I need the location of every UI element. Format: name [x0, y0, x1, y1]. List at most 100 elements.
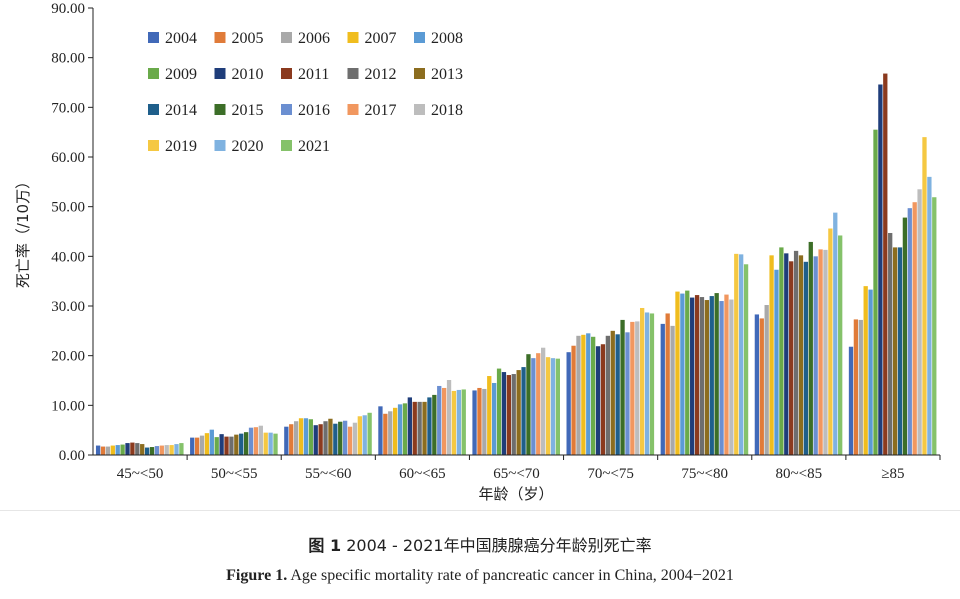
bar-2005-7 — [759, 318, 764, 455]
bar-2011-2 — [318, 424, 323, 455]
bar-2018-1 — [258, 425, 263, 455]
bar-2021-5 — [649, 313, 655, 455]
caption-en-text: Age specific mortality rate of pancreati… — [290, 567, 734, 584]
bar-2019-6 — [734, 253, 739, 455]
bar-2019-2 — [357, 416, 362, 455]
bar-2021-3 — [461, 389, 466, 455]
legend-swatch-2010 — [214, 68, 226, 79]
bar-2010-6 — [690, 297, 695, 455]
bar-2014-2 — [333, 423, 338, 455]
bar-2009-0 — [120, 444, 125, 455]
legend-label-2017: 2017 — [365, 102, 397, 119]
bar-2020-1 — [268, 432, 273, 455]
bar-2015-3 — [432, 394, 437, 455]
caption-cn-label: 图 1 — [308, 536, 342, 555]
legend-swatch-2004 — [148, 32, 159, 43]
legend-swatch-2019 — [148, 140, 159, 151]
chart: 0.00 10.00 20.00 30.00 40.00 50.00 60.00 70.00 8… — [14, 1, 941, 503]
bar-2014-5 — [615, 334, 620, 455]
bar-2011-5 — [600, 344, 606, 455]
legend-swatch-2007 — [347, 32, 359, 43]
bar-2004-1 — [190, 437, 195, 455]
bar-2019-7 — [828, 228, 833, 455]
bar-2020-2 — [362, 415, 367, 455]
bar-2015-6 — [714, 293, 719, 455]
bar-2016-8 — [907, 208, 912, 455]
bar-2013-6 — [704, 300, 710, 455]
bar-2014-6 — [709, 296, 714, 455]
bar-2004-4 — [472, 390, 477, 455]
bar-2019-3 — [451, 390, 457, 455]
bar-2004-2 — [284, 426, 289, 455]
bar-2020-3 — [456, 389, 461, 455]
bar-2015-0 — [149, 447, 155, 455]
bar-2012-3 — [417, 401, 422, 455]
bar-2012-2 — [323, 421, 328, 455]
bar-2011-0 — [130, 442, 135, 455]
bar-2008-8 — [868, 289, 873, 455]
bar-2008-6 — [680, 293, 685, 455]
bar-2007-1 — [204, 433, 210, 455]
x-tick-label: 50~<55 — [211, 466, 258, 482]
x-tick-labels: 45~<50 50~<55 55~<60 60~<65 65~<70 70~<75 75~<… — [117, 455, 941, 482]
bar-2017-7 — [818, 249, 823, 455]
bar-2021-0 — [179, 443, 184, 455]
bar-2017-5 — [630, 321, 635, 455]
y-axis-ticks: 0.00 10.00 20.00 30.00 40.00 50.00 60.00 70.00 8… — [51, 1, 93, 464]
bar-2014-3 — [427, 397, 432, 455]
legend-label-2010: 2010 — [232, 66, 264, 83]
bar-2018-5 — [635, 321, 640, 455]
bar-2006-3 — [388, 411, 393, 455]
bar-2006-2 — [293, 421, 299, 455]
bar-2008-7 — [774, 269, 779, 455]
bar-2010-8 — [878, 84, 883, 456]
bar-2020-5 — [644, 312, 650, 455]
bar-2007-6 — [675, 291, 680, 455]
bar-2005-3 — [383, 413, 388, 455]
legend-label-2008: 2008 — [431, 30, 463, 47]
legend-label-2016: 2016 — [298, 102, 330, 119]
bar-2016-0 — [154, 446, 160, 455]
bar-2016-5 — [625, 332, 630, 455]
bar-2016-4 — [531, 358, 536, 455]
bar-2020-8 — [927, 176, 932, 455]
bar-2008-0 — [115, 445, 120, 455]
legend-swatch-2014 — [148, 104, 159, 115]
legend-swatch-2015 — [214, 104, 226, 115]
bar-2012-1 — [229, 436, 234, 455]
legend-swatch-2018 — [414, 104, 425, 115]
bar-2006-6 — [670, 325, 675, 455]
x-tick-label: ≥85 — [881, 466, 904, 482]
bar-2021-2 — [367, 412, 372, 455]
bar-2009-6 — [685, 290, 690, 455]
bar-2019-5 — [640, 307, 645, 455]
bar-2006-0 — [105, 446, 111, 455]
bar-2007-7 — [769, 255, 774, 455]
bar-2020-7 — [833, 212, 838, 455]
bar-2006-5 — [576, 335, 581, 455]
bar-2010-1 — [219, 434, 224, 455]
bar-2004-5 — [566, 352, 571, 455]
legend-label-2020: 2020 — [232, 138, 264, 155]
legend-swatch-2016 — [281, 104, 292, 115]
y-tick-label: 90.00 — [51, 1, 85, 17]
bar-2014-4 — [521, 367, 526, 455]
legend: 2004 2005 2006 2007 2008 2009 2010 2011 2012 2013… — [148, 30, 463, 155]
bar-2009-2 — [308, 419, 313, 455]
axes — [92, 8, 940, 456]
bar-2008-1 — [209, 429, 214, 455]
bar-2015-5 — [620, 319, 625, 455]
x-tick-label: 45~<50 — [117, 466, 164, 482]
caption-en-label: Figure 1. — [226, 567, 288, 584]
x-tick-label: 60~<65 — [399, 466, 446, 482]
bar-2019-8 — [922, 137, 927, 455]
bar-2009-4 — [496, 368, 502, 455]
bar-2007-3 — [392, 407, 398, 455]
legend-swatch-2017 — [347, 104, 359, 115]
bar-2011-1 — [224, 436, 229, 455]
bar-2017-1 — [253, 427, 259, 455]
legend-label-2009: 2009 — [165, 66, 197, 83]
bar-2004-7 — [754, 314, 760, 455]
bar-2009-3 — [402, 403, 408, 455]
bars — [95, 73, 937, 456]
